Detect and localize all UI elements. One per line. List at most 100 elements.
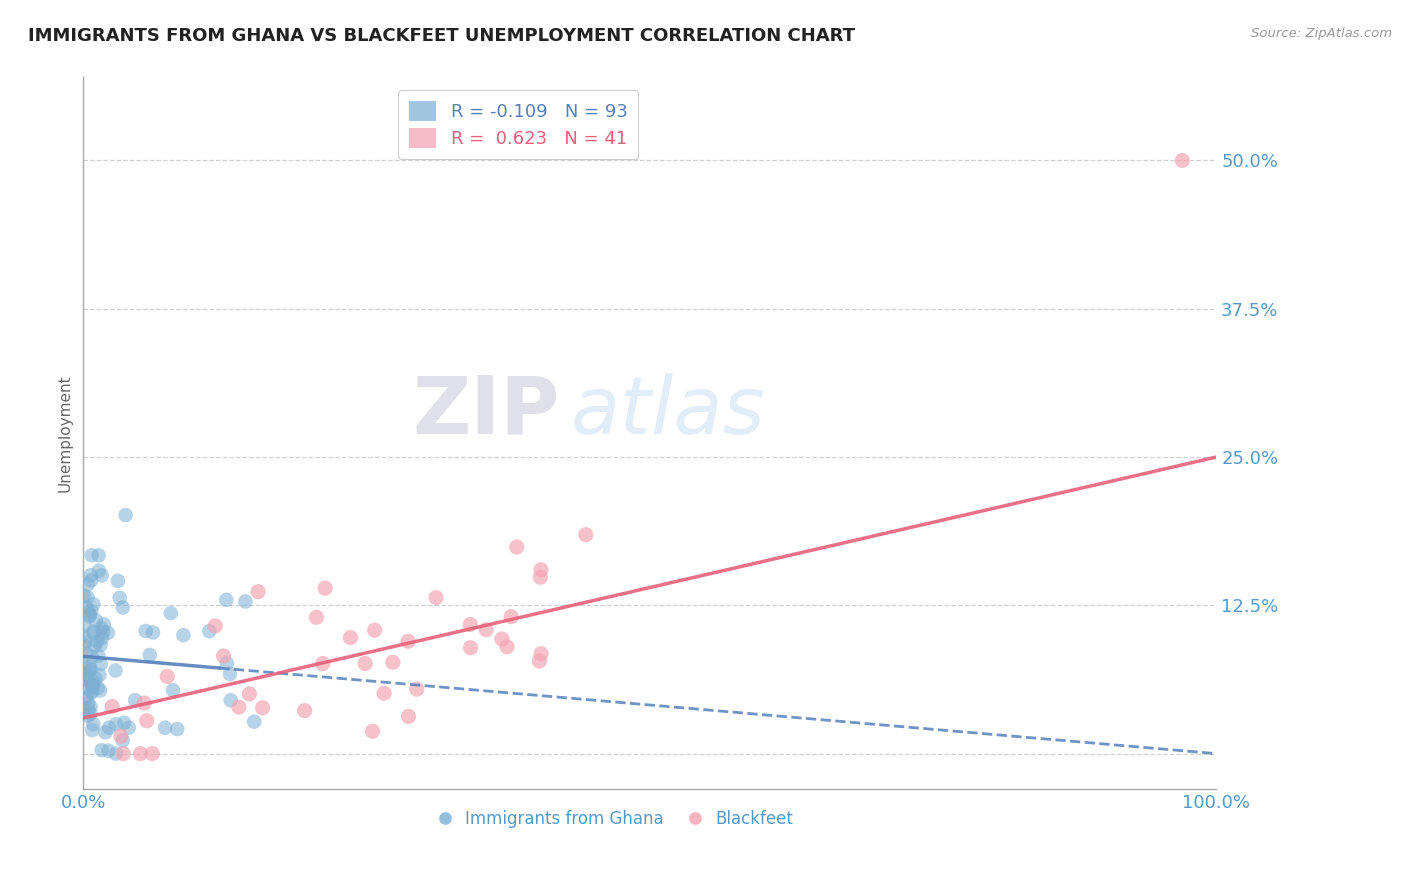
Point — [82, 723, 104, 737]
Point — [83, 675, 105, 690]
Point — [475, 623, 498, 637]
Point — [425, 591, 447, 605]
Point — [575, 527, 598, 541]
Point — [162, 683, 184, 698]
Point — [491, 632, 513, 646]
Point — [97, 625, 120, 640]
Point — [1171, 153, 1194, 168]
Point — [83, 639, 105, 653]
Point — [107, 574, 129, 588]
Point — [529, 570, 551, 584]
Point — [294, 704, 316, 718]
Point — [458, 617, 481, 632]
Point — [129, 747, 152, 761]
Point — [219, 666, 242, 681]
Point — [76, 673, 98, 687]
Point — [405, 682, 427, 697]
Point — [141, 747, 163, 761]
Point — [90, 568, 112, 582]
Point — [83, 626, 105, 640]
Point — [73, 619, 96, 633]
Point — [166, 722, 188, 736]
Point — [156, 669, 179, 683]
Point — [142, 625, 165, 640]
Point — [75, 600, 97, 615]
Point — [77, 606, 100, 620]
Legend: Immigrants from Ghana, Blackfeet: Immigrants from Ghana, Blackfeet — [432, 803, 800, 834]
Point — [82, 678, 104, 692]
Point — [80, 604, 103, 618]
Point — [80, 568, 103, 582]
Point — [82, 597, 104, 611]
Point — [87, 564, 110, 578]
Point — [108, 591, 131, 605]
Point — [73, 589, 96, 603]
Point — [93, 617, 115, 632]
Point — [506, 540, 529, 554]
Point — [76, 668, 98, 682]
Point — [72, 629, 94, 643]
Point — [238, 687, 260, 701]
Point — [80, 574, 103, 588]
Point — [530, 563, 553, 577]
Point — [110, 729, 132, 743]
Point — [111, 600, 134, 615]
Text: atlas: atlas — [571, 373, 765, 451]
Point — [124, 693, 146, 707]
Point — [114, 508, 136, 522]
Point — [363, 623, 385, 637]
Point — [79, 659, 101, 673]
Point — [139, 648, 162, 662]
Point — [87, 681, 110, 695]
Point — [72, 700, 94, 714]
Point — [153, 721, 176, 735]
Point — [97, 721, 120, 735]
Point — [90, 638, 112, 652]
Point — [373, 686, 395, 700]
Point — [79, 700, 101, 714]
Point — [86, 634, 108, 648]
Point — [530, 647, 553, 661]
Point — [215, 593, 238, 607]
Point — [252, 700, 274, 714]
Point — [79, 664, 101, 678]
Point — [73, 639, 96, 653]
Point — [75, 691, 97, 706]
Point — [398, 709, 420, 723]
Text: ZIP: ZIP — [412, 373, 560, 451]
Point — [84, 672, 107, 686]
Point — [80, 649, 103, 664]
Point — [80, 678, 103, 692]
Point — [339, 631, 361, 645]
Point — [134, 696, 156, 710]
Point — [77, 682, 100, 697]
Point — [80, 683, 103, 698]
Point — [76, 646, 98, 660]
Point — [82, 680, 104, 694]
Point — [104, 717, 127, 731]
Point — [91, 631, 114, 645]
Point — [89, 668, 111, 682]
Point — [381, 655, 404, 669]
Point — [159, 606, 181, 620]
Point — [118, 721, 141, 735]
Point — [73, 669, 96, 683]
Point — [90, 657, 112, 672]
Point — [361, 724, 384, 739]
Point — [79, 607, 101, 622]
Point — [204, 619, 226, 633]
Point — [247, 584, 270, 599]
Point — [396, 634, 419, 648]
Point — [215, 657, 238, 671]
Point — [91, 625, 114, 640]
Point — [84, 613, 107, 627]
Point — [87, 648, 110, 663]
Point — [90, 743, 112, 757]
Point — [82, 624, 104, 639]
Point — [305, 610, 328, 624]
Point — [80, 686, 103, 700]
Point — [77, 709, 100, 723]
Point — [354, 657, 377, 671]
Point — [77, 697, 100, 711]
Point — [111, 733, 134, 747]
